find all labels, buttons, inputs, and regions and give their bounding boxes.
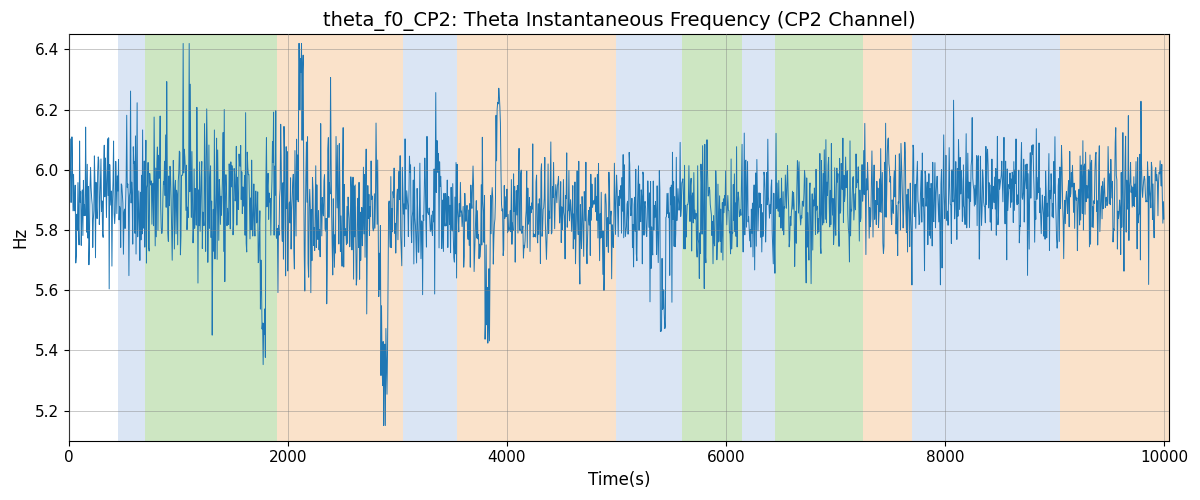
Bar — [617, 34, 682, 440]
Bar — [863, 34, 912, 440]
Bar — [1060, 34, 1170, 440]
X-axis label: Time(s): Time(s) — [588, 471, 650, 489]
Bar — [682, 34, 743, 440]
Bar — [277, 34, 403, 440]
Bar — [912, 34, 1060, 440]
Bar — [743, 34, 775, 440]
Y-axis label: Hz: Hz — [11, 227, 29, 248]
Bar — [145, 34, 277, 440]
Bar — [775, 34, 863, 440]
Title: theta_f0_CP2: Theta Instantaneous Frequency (CP2 Channel): theta_f0_CP2: Theta Instantaneous Freque… — [323, 11, 916, 31]
Bar — [457, 34, 617, 440]
Bar — [403, 34, 457, 440]
Bar — [118, 34, 145, 440]
